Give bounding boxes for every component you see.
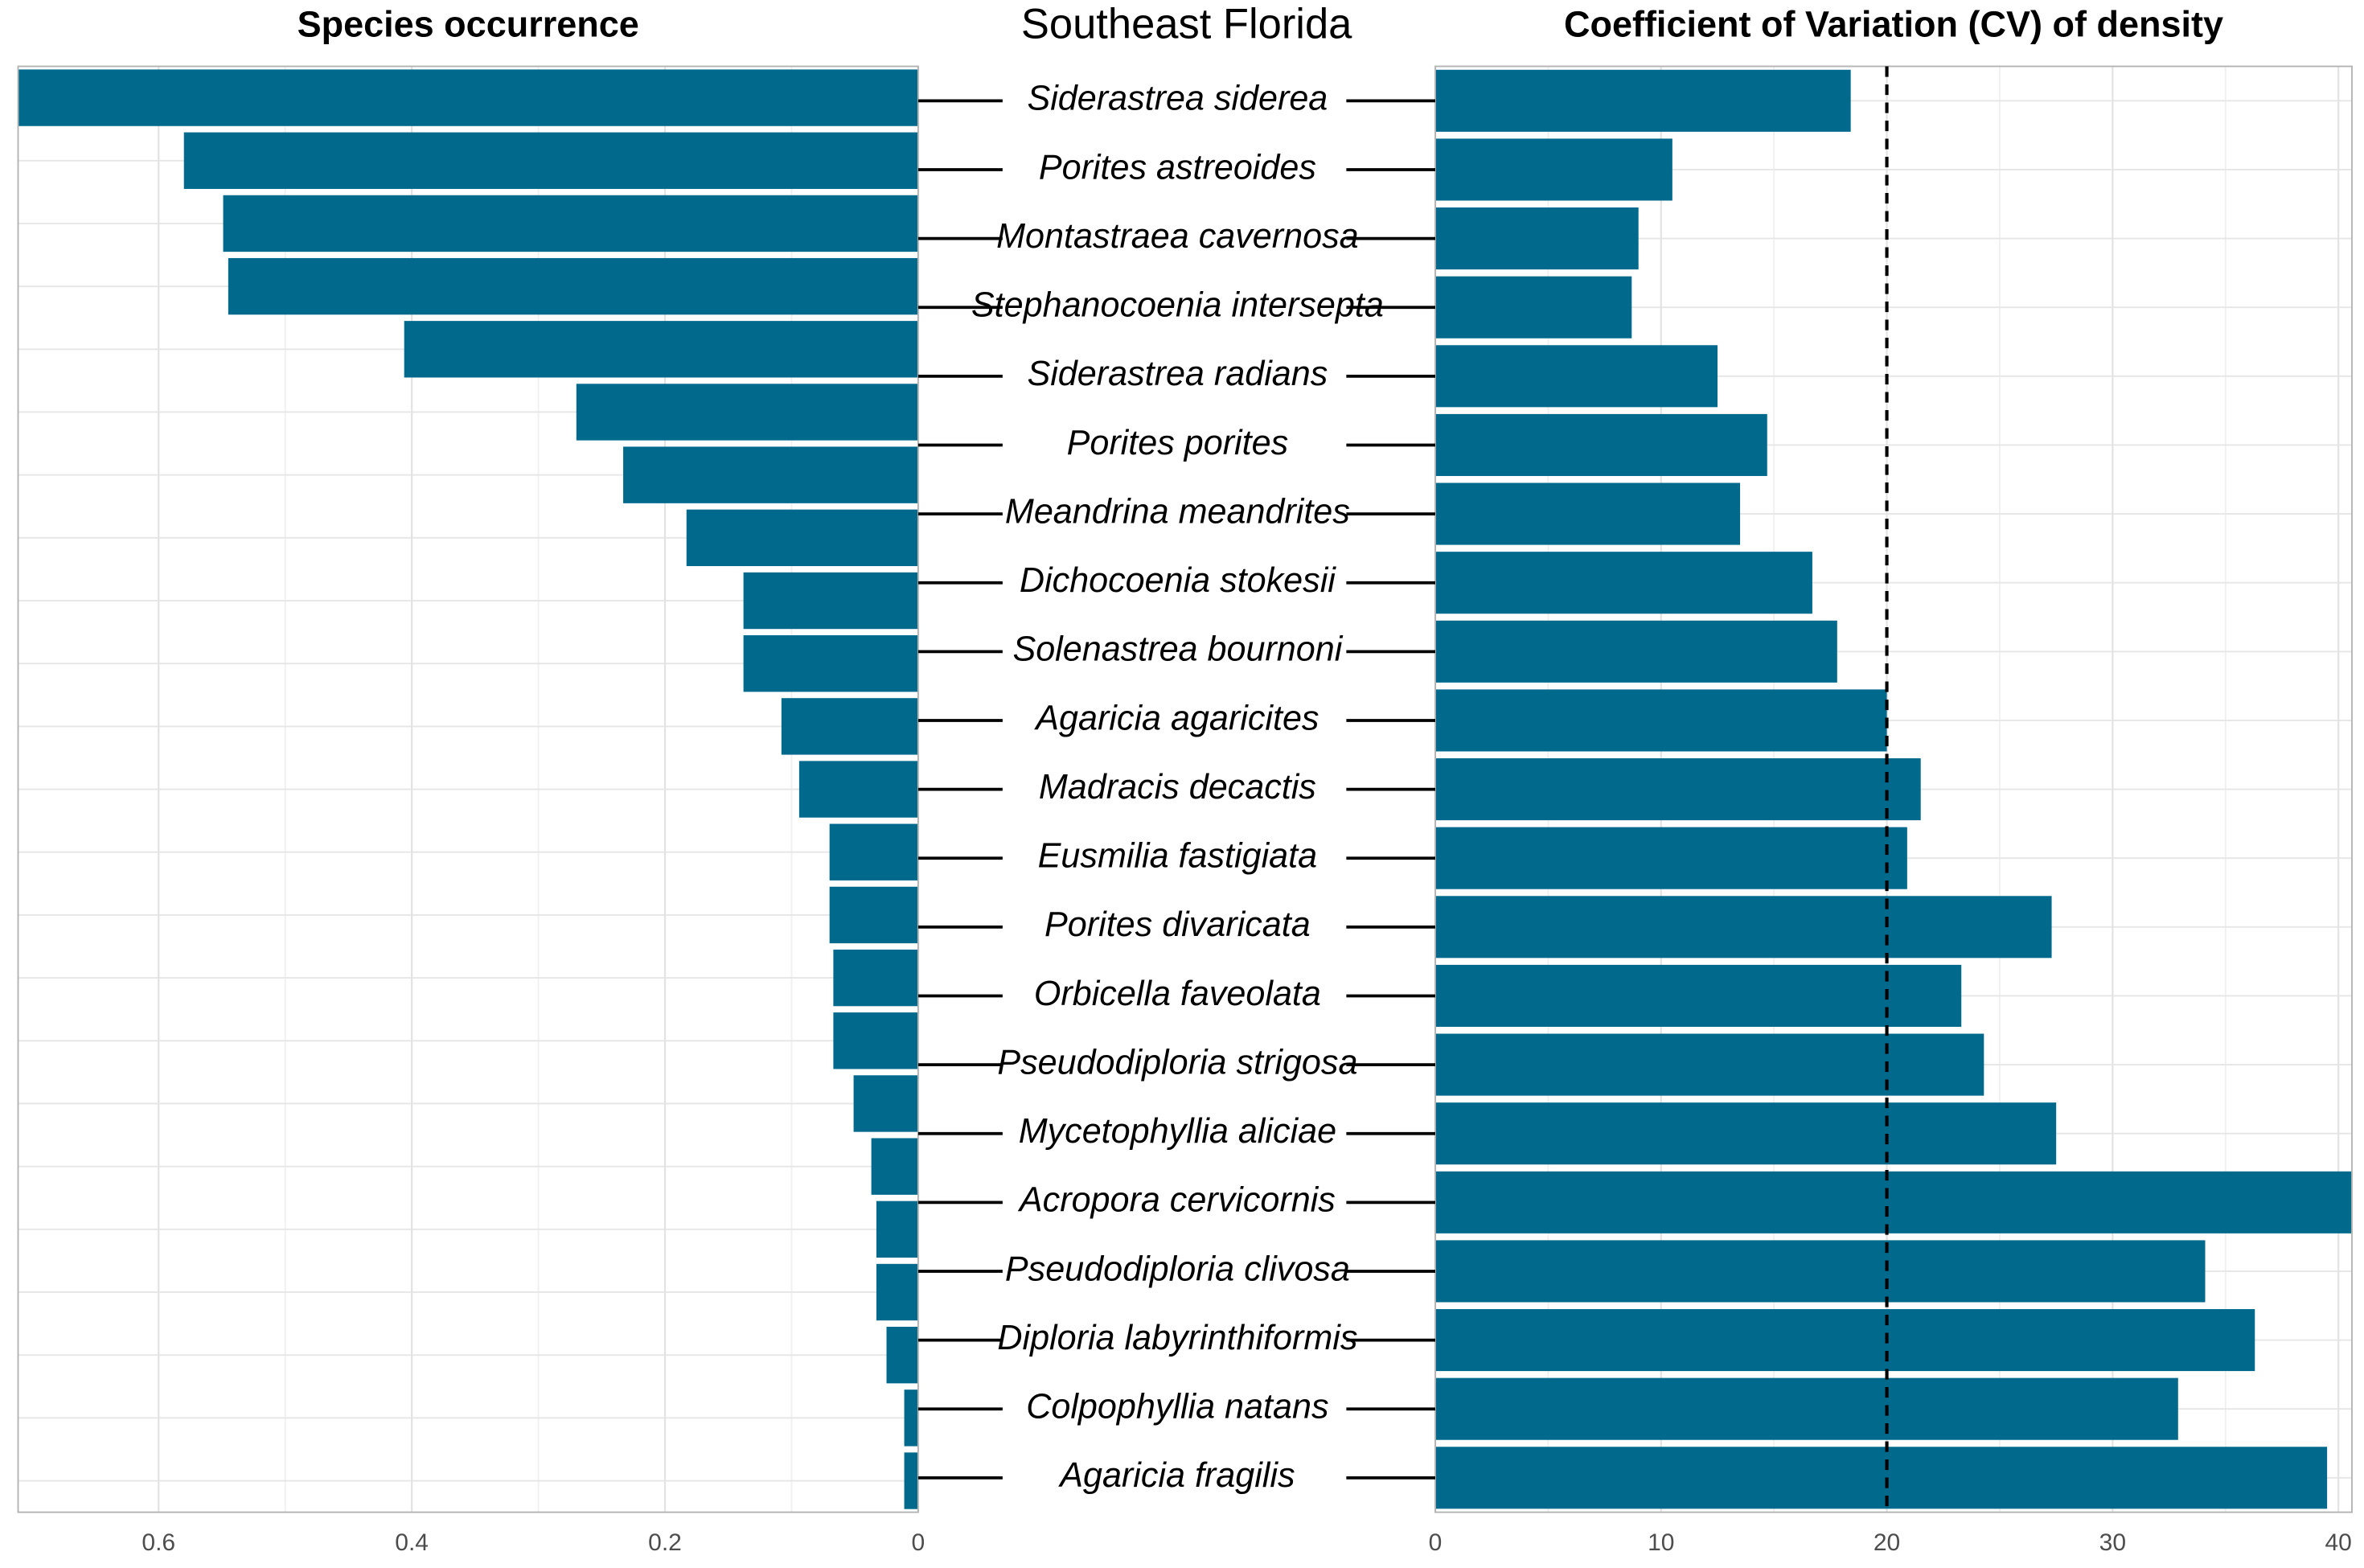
y-tick-label: Orbicella faveolata [1034,975,1321,1013]
bar [1435,1309,2255,1372]
bar [781,698,918,755]
bar [1435,1377,2178,1440]
bar [876,1263,918,1321]
bar [1435,1171,2352,1233]
bar [228,257,918,315]
bar [833,1012,918,1069]
bar [829,886,918,944]
y-tick-label: Siderastrea siderea [1027,80,1328,118]
y-tick-label: Agaricia agaricites [1033,699,1319,737]
bar [223,195,918,252]
bar [853,1075,918,1132]
y-tick-label: Acropora cervicornis [1017,1181,1336,1220]
bar [1435,758,1921,821]
bar [1435,1033,1984,1096]
x-tick-label: 0.6 [142,1529,175,1556]
y-tick-label: Montastraea cavernosa [996,217,1359,256]
bar [1435,345,1718,408]
bar [1435,964,1962,1027]
figure-title: Southeast Florida [1021,1,1352,48]
x-tick-label: 40 [2325,1529,2351,1556]
y-tick-label: Pseudodiploria strigosa [997,1043,1357,1082]
y-tick-label: Eusmilia fastigiata [1038,837,1317,876]
bar [876,1201,918,1258]
y-tick-label: Siderastrea radians [1027,355,1328,393]
bar [623,446,918,503]
y-tick-label: Meandrina meandrites [1005,492,1350,531]
x-tick-label: 0.4 [395,1529,429,1556]
y-tick-label: Solenastrea bournoni [1012,630,1343,669]
bar [904,1452,918,1509]
bar [1435,552,1812,614]
panel-title: Species occurrence [298,4,639,45]
y-tick-label: Diploria labyrinthiformis [997,1319,1357,1357]
bar [1435,896,2052,958]
bar [1435,1102,2057,1165]
bar [1435,827,1907,889]
bar [829,823,918,880]
bar [1435,413,1767,476]
bar [404,321,918,378]
bar [576,384,918,441]
y-tick-label: Mycetophyllia aliciae [1019,1112,1336,1151]
bar [904,1389,918,1447]
x-tick-label: 0 [1429,1529,1443,1556]
y-tick-label: Colpophyllia natans [1026,1388,1328,1426]
x-tick-label: 0 [912,1529,925,1556]
x-tick-label: 30 [2099,1529,2126,1556]
bar [1435,1240,2206,1303]
y-tick-label: Pseudodiploria clivosa [1005,1250,1350,1288]
x-tick-label: 0.2 [648,1529,682,1556]
bar [18,69,918,126]
panel-title: Coefficient of Variation (CV) of density [1564,4,2223,45]
y-tick-label: Agaricia fragilis [1057,1456,1295,1495]
bar [1435,207,1639,270]
y-tick-label: Porites astreoides [1039,148,1316,187]
bar [1435,620,1837,683]
bar [183,132,918,189]
bar [743,635,918,692]
y-tick-label: Porites divaricata [1045,905,1311,944]
bar [1435,1447,2328,1509]
bar [833,949,918,1007]
bar [798,761,918,818]
x-tick-label: 10 [1648,1529,1674,1556]
bar [686,509,918,567]
bar [1435,138,1672,201]
x-tick-label: 20 [1874,1529,1900,1556]
y-tick-label: Porites porites [1067,424,1289,462]
bar [886,1326,918,1384]
y-tick-label: Madracis decactis [1039,768,1316,807]
bar [1435,482,1741,545]
bar [871,1138,918,1195]
bar [1435,276,1632,339]
bar [1435,689,1887,752]
bar [1435,69,1851,132]
bar [743,572,918,630]
y-tick-label: Dichocoenia stokesii [1020,561,1336,600]
y-tick-label: Stephanocoenia intersepta [971,286,1384,325]
